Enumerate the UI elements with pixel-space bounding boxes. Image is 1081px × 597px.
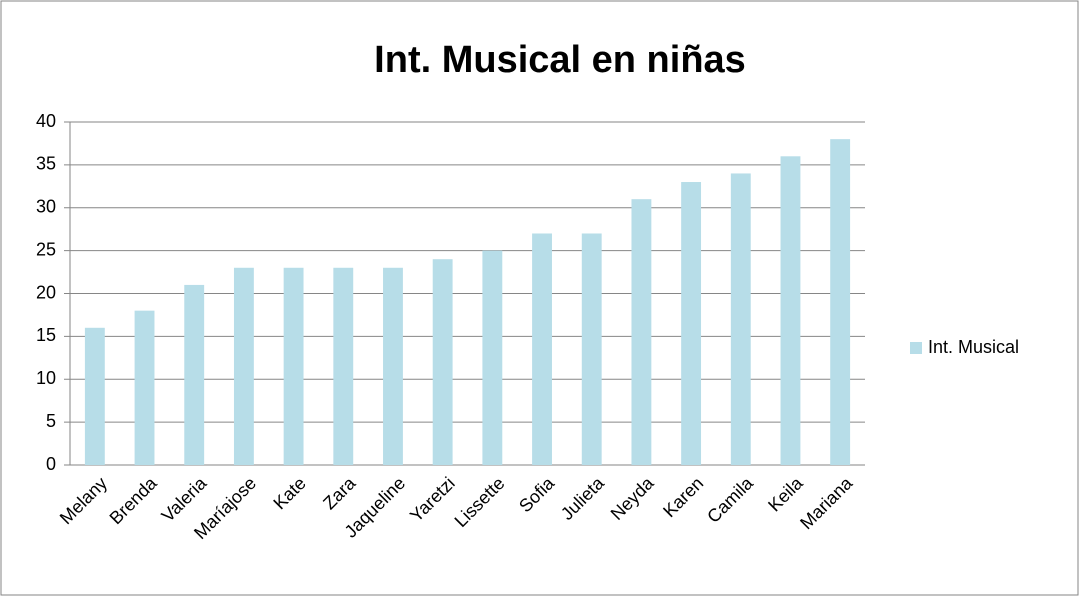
bar [333,267,354,465]
bar [482,250,503,465]
bar [681,182,702,465]
legend-label: Int. Musical [928,337,1019,357]
bar [283,267,304,465]
bar [184,284,205,465]
bar [631,199,652,466]
y-tick-label: 10 [36,368,56,388]
y-tick-label: 20 [36,282,56,302]
bar [84,327,105,465]
y-tick-label: 40 [36,111,56,131]
bar [730,173,751,465]
y-tick-label: 30 [36,197,56,217]
bar [134,310,155,465]
bar [233,267,254,465]
y-tick-label: 5 [46,411,56,431]
y-tick-label: 35 [36,154,56,174]
y-tick-label: 25 [36,239,56,259]
bar [432,259,453,465]
bar [581,233,602,465]
legend-swatch [910,342,922,354]
chart-title: Int. Musical en niñas [374,39,746,81]
y-tick-label: 0 [46,454,56,474]
bar [383,267,403,465]
bar [830,139,851,465]
bar [780,156,801,466]
bar [532,233,552,465]
y-tick-label: 15 [36,325,56,345]
